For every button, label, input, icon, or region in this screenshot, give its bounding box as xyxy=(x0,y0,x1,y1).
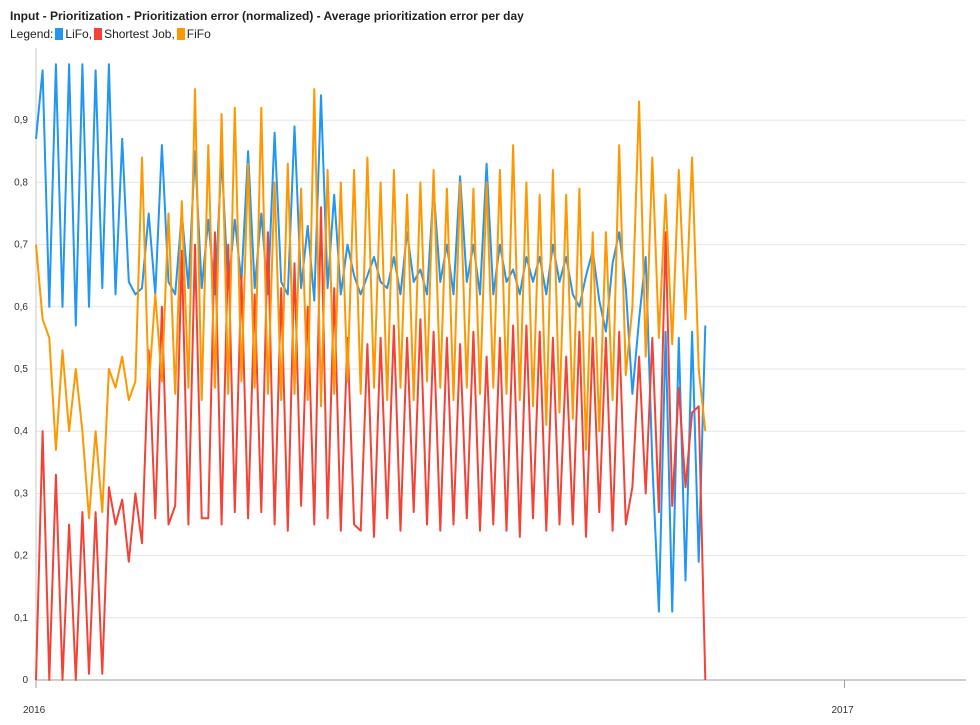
legend-item-shortest-job[interactable]: Shortest Job, xyxy=(92,27,175,41)
legend-label-fifo: FiFo xyxy=(186,27,211,41)
legend: Legend: LiFo, Shortest Job, FiFo xyxy=(10,27,211,41)
y-tick-label: 0,7 xyxy=(14,240,28,251)
y-tick-label: 0,8 xyxy=(14,177,28,188)
y-tick-label: 0,6 xyxy=(14,302,28,313)
y-tick-label: 0,4 xyxy=(14,426,28,437)
x-tick-label: 2016 xyxy=(23,705,46,716)
legend-item-lifo[interactable]: LiFo, xyxy=(53,27,92,41)
series-lines xyxy=(35,63,707,681)
legend-label-shortest-job: Shortest Job xyxy=(104,27,172,41)
legend-item-fifo[interactable]: FiFo xyxy=(175,27,211,41)
y-tick-label: 0,2 xyxy=(14,551,28,562)
axes xyxy=(35,48,966,688)
chart-title: Input - Prioritization - Prioritization … xyxy=(10,9,524,23)
y-tick-label: 0,1 xyxy=(14,613,28,624)
legend-prefix: Legend: xyxy=(10,27,54,41)
series-line-fifo[interactable] xyxy=(35,88,707,520)
y-tick-label: 0 xyxy=(22,675,28,686)
legend-swatch-shortest-job xyxy=(94,28,103,40)
legend-swatch-fifo xyxy=(176,28,185,40)
legend-swatch-lifo xyxy=(55,28,64,40)
y-tick-label: 0,3 xyxy=(14,488,28,499)
legend-label-lifo: LiFo xyxy=(65,27,89,41)
y-tick-label: 0,9 xyxy=(14,115,28,126)
x-tick-label: 2017 xyxy=(832,705,855,716)
y-tick-label: 0,5 xyxy=(14,364,28,375)
tick-labels: 0 0,1 0,2 0,3 0,4 0,5 0,6 0,7 0,8 0,9 2016 2017 xyxy=(14,115,854,716)
